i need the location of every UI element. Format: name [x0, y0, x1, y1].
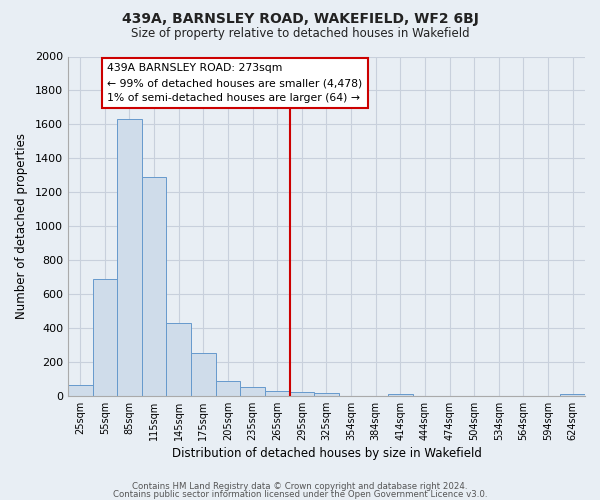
Bar: [560, 394, 585, 396]
Text: Contains HM Land Registry data © Crown copyright and database right 2024.: Contains HM Land Registry data © Crown c…: [132, 482, 468, 491]
Bar: [68, 385, 92, 396]
Bar: [240, 388, 265, 396]
Bar: [265, 390, 290, 396]
Bar: [191, 352, 215, 396]
Bar: [166, 323, 191, 396]
Bar: [290, 392, 314, 396]
Text: Size of property relative to detached houses in Wakefield: Size of property relative to detached ho…: [131, 28, 469, 40]
Text: 439A BARNSLEY ROAD: 273sqm
← 99% of detached houses are smaller (4,478)
1% of se: 439A BARNSLEY ROAD: 273sqm ← 99% of deta…: [107, 64, 362, 103]
Y-axis label: Number of detached properties: Number of detached properties: [15, 133, 28, 319]
Bar: [117, 120, 142, 396]
Bar: [215, 380, 240, 396]
Bar: [92, 279, 117, 396]
Bar: [142, 177, 166, 396]
Bar: [314, 394, 339, 396]
Text: 439A, BARNSLEY ROAD, WAKEFIELD, WF2 6BJ: 439A, BARNSLEY ROAD, WAKEFIELD, WF2 6BJ: [122, 12, 478, 26]
Text: Contains public sector information licensed under the Open Government Licence v3: Contains public sector information licen…: [113, 490, 487, 499]
X-axis label: Distribution of detached houses by size in Wakefield: Distribution of detached houses by size …: [172, 447, 481, 460]
Bar: [388, 394, 413, 396]
